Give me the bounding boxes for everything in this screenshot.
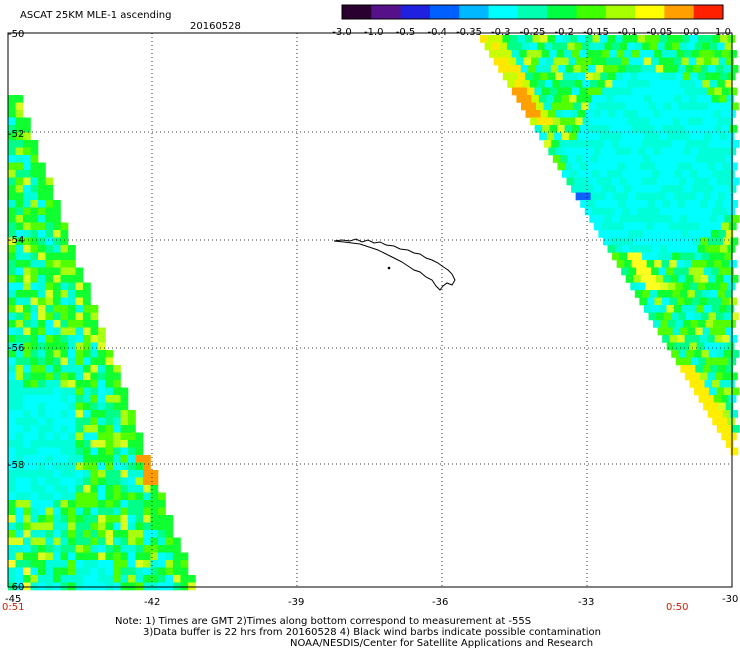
colorbar-swatch	[664, 5, 695, 19]
colorbar-swatch	[459, 5, 490, 19]
lat-label-50: -50	[8, 29, 24, 40]
lon-label-45: -45	[5, 594, 21, 605]
colorbar-swatch	[342, 5, 372, 19]
lat-label-52: -52	[8, 129, 24, 140]
colorbar-swatch	[576, 5, 607, 19]
footer-note-line2: 3)Data buffer is 22 hrs from 20160528 4)…	[143, 627, 601, 638]
lat-label-56: -56	[8, 343, 24, 354]
colorbar-swatch	[547, 5, 577, 19]
right-swath	[480, 35, 740, 456]
colorbar-swatch	[400, 5, 431, 19]
lon-label-33: -33	[578, 597, 594, 608]
lon-label-39: -39	[288, 597, 304, 608]
lon-label-30: -30	[722, 594, 738, 605]
colorbar-swatch	[517, 5, 548, 19]
right-swath-time: 0:50	[666, 602, 688, 613]
colorbar-swatch	[693, 5, 724, 19]
lat-label-58: -58	[8, 460, 24, 471]
left-swath	[8, 95, 196, 591]
colorbar-swatch	[371, 5, 402, 19]
lat-label-54: -54	[8, 235, 24, 246]
lat-label-60: -60	[8, 582, 24, 593]
colorbar-swatch	[635, 5, 665, 19]
islet-marker	[387, 266, 391, 270]
left-swath-time: 0:51	[2, 602, 24, 613]
colorbar-swatch	[429, 5, 460, 19]
map-frame	[7, 32, 733, 588]
product-date: 20160528	[190, 21, 241, 32]
colorbar-swatch	[488, 5, 519, 19]
footer-note-line3: NOAA/NESDIS/Center for Satellite Applica…	[290, 638, 594, 649]
lon-label-42: -42	[144, 597, 160, 608]
colorbar-swatch	[605, 5, 636, 19]
lon-label-36: -36	[432, 597, 448, 608]
product-title: ASCAT 25KM MLE-1 ascending	[20, 10, 171, 21]
island-outline	[333, 238, 456, 291]
footer-note-line1: Note: 1) Times are GMT 2)Times along bot…	[115, 616, 532, 627]
